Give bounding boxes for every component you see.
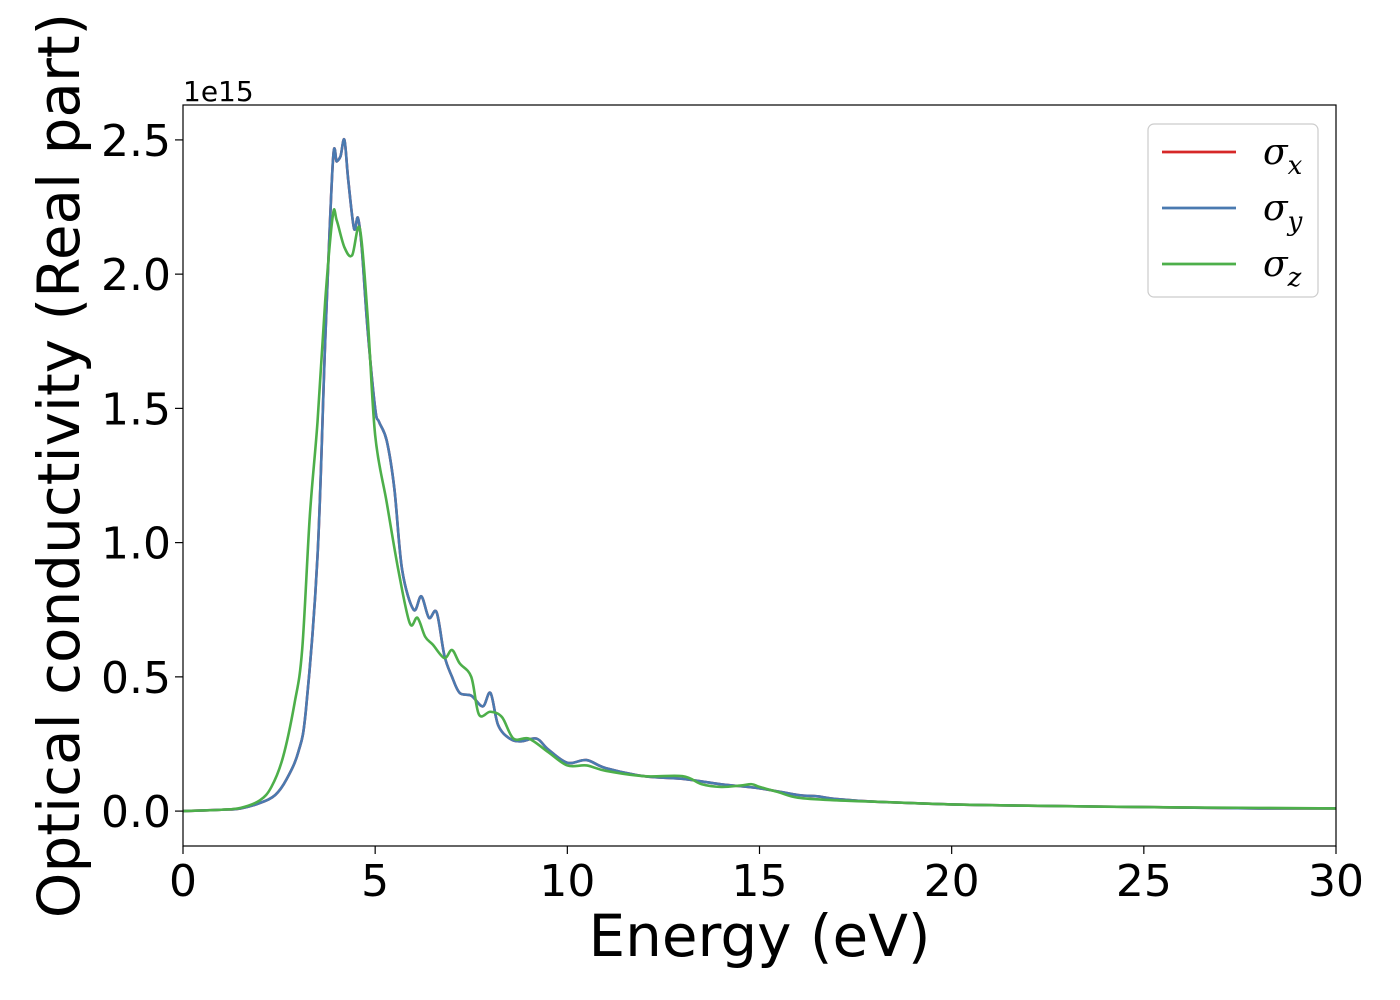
ticks-layer: 0 5 10 15 20 25 30 0.0 0.5 1.0 1.5 2.0 2.5 bbox=[101, 116, 1364, 907]
y-tick-label: 0.0 bbox=[101, 787, 171, 838]
x-tick-label: 25 bbox=[1116, 856, 1172, 907]
legend-label: σz bbox=[1263, 244, 1302, 293]
x-tick-label: 20 bbox=[924, 856, 980, 907]
legend-box bbox=[1147, 123, 1319, 298]
legend-label: σx bbox=[1263, 132, 1303, 181]
legend: σx σy σz bbox=[1147, 123, 1319, 298]
x-tick-label: 5 bbox=[361, 856, 389, 907]
x-axis-label: Energy (eV) bbox=[588, 902, 930, 970]
legend-label: σy bbox=[1263, 188, 1303, 237]
y-tick-label: 2.0 bbox=[101, 250, 171, 301]
y-tick-label: 0.5 bbox=[101, 653, 171, 704]
x-tick-label: 15 bbox=[732, 856, 788, 907]
y-tick-label: 1.0 bbox=[101, 519, 171, 570]
series-line-z bbox=[183, 208, 1336, 813]
x-tick-label: 10 bbox=[539, 856, 595, 907]
offset-text: 1e15 bbox=[183, 75, 254, 108]
x-tick-label: 0 bbox=[169, 856, 197, 907]
y-tick-label: 1.5 bbox=[101, 384, 171, 435]
x-tick-label: 30 bbox=[1308, 856, 1364, 907]
y-tick-label: 2.5 bbox=[101, 116, 171, 167]
y-axis-label: Optical conductivity (Real part) bbox=[25, 13, 93, 918]
series-layer bbox=[183, 137, 1336, 813]
